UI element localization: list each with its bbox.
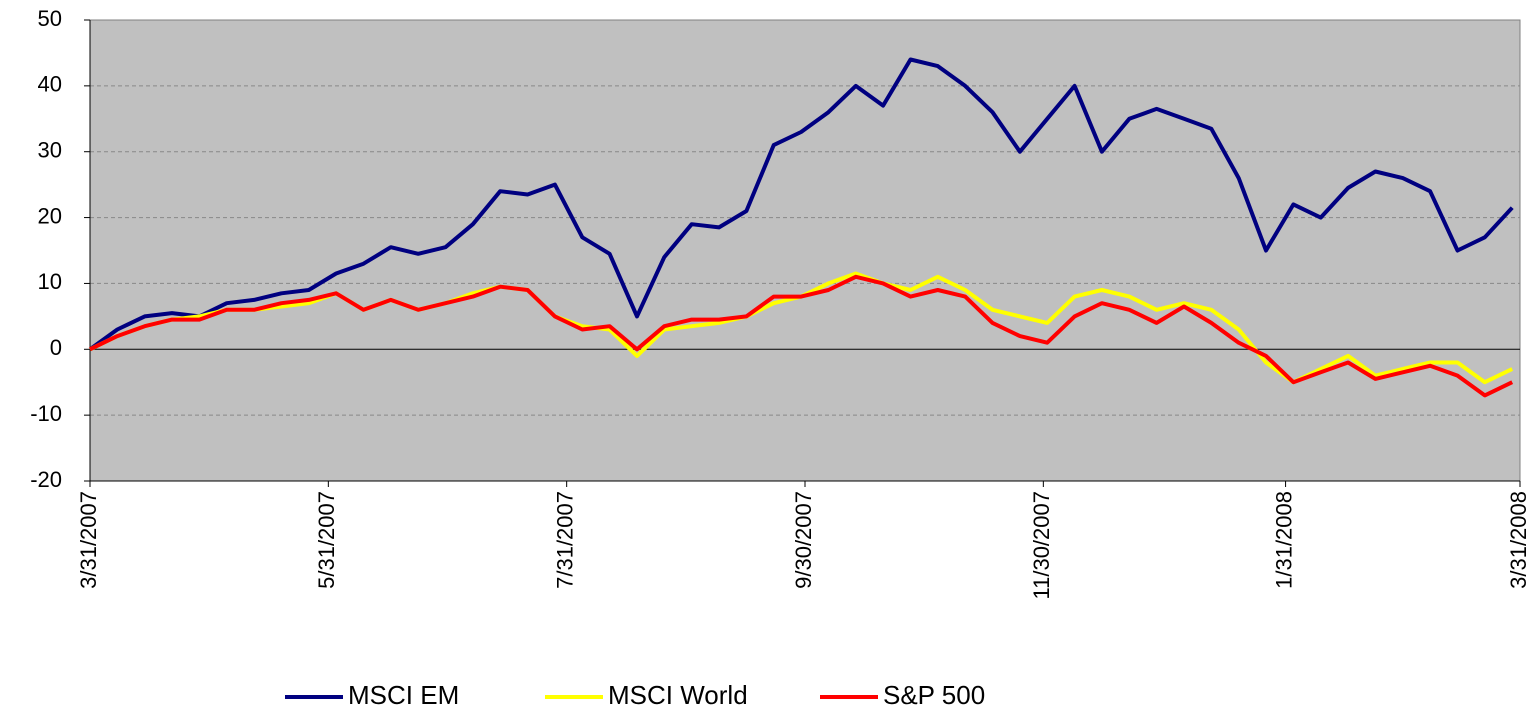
y-tick-label: 30: [38, 138, 62, 163]
legend-label: MSCI World: [608, 680, 748, 710]
x-tick-label: 1/31/2008: [1271, 491, 1296, 589]
y-tick-label: 20: [38, 203, 62, 228]
series-line: [89, 274, 1514, 398]
legend-label: S&P 500: [883, 680, 985, 710]
x-tick-label: 5/31/2007: [314, 491, 339, 589]
legend-label: MSCI EM: [348, 680, 459, 710]
y-tick-label: -20: [30, 467, 62, 492]
x-tick-label: 11/30/2007: [1029, 491, 1054, 599]
y-tick-label: 40: [38, 72, 62, 97]
x-tick-label: 3/31/2008: [1506, 491, 1531, 589]
x-tick-label: 9/30/2007: [791, 491, 816, 589]
x-tick-label: 7/31/2007: [552, 491, 577, 589]
series-line: [88, 57, 1514, 351]
y-tick-label: 10: [38, 269, 62, 294]
x-tick-label: 3/31/2007: [76, 491, 101, 589]
plot-area: [89, 19, 1521, 482]
y-tick-label: 50: [38, 6, 62, 31]
y-tick-label: -10: [30, 401, 62, 426]
y-tick-label: 0: [50, 335, 62, 360]
